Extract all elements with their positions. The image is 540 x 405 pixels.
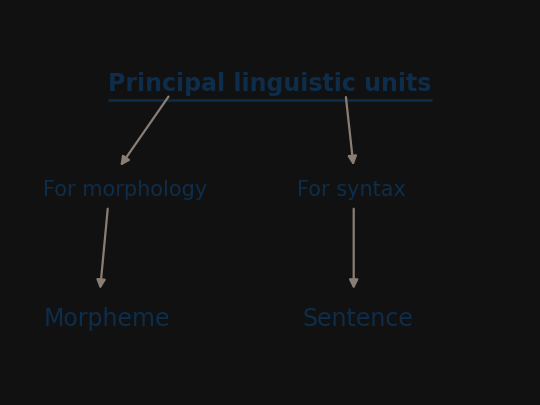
Text: Sentence: Sentence	[302, 307, 413, 331]
Text: Principal linguistic units: Principal linguistic units	[109, 72, 431, 96]
Text: Morpheme: Morpheme	[43, 307, 170, 331]
Text: For morphology: For morphology	[43, 181, 207, 200]
Text: For syntax: For syntax	[297, 181, 406, 200]
